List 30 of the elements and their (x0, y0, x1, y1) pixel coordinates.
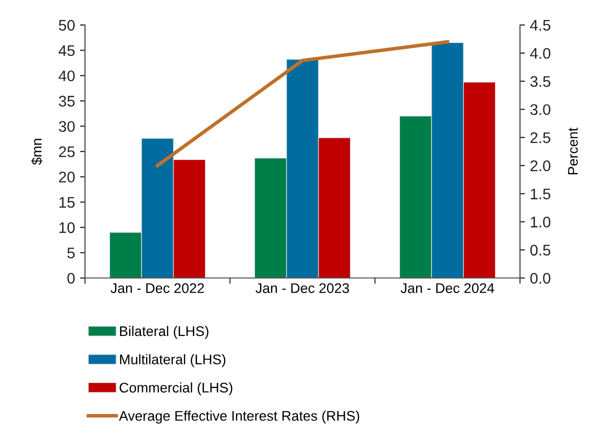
legend-label: Bilateral (LHS) (120, 326, 208, 339)
y-tick-label: 5 (67, 248, 75, 258)
y-tick-label: 40 (58, 70, 75, 82)
x-tick-label: Jan - Dec 2024 (400, 283, 494, 294)
y2-tick-label: 2.5 (530, 132, 550, 144)
y-tick-label: 10 (59, 222, 75, 234)
y-tick-label: 20 (59, 172, 75, 182)
y2-tick-label: 0.0 (530, 272, 550, 284)
y2-tick-label: 4.5 (530, 20, 550, 31)
y2-tick-label: 3.5 (530, 76, 550, 87)
y-tick-label: 15 (59, 197, 75, 208)
legend-label: Average Effective Interest Rates (RHS) (118, 410, 360, 424)
y-tick-label: 30 (58, 121, 75, 132)
y-tick-label: 45 (58, 45, 75, 56)
y2-axis-title: Percent (568, 128, 578, 174)
y2-tick-label: 3.0 (530, 104, 550, 116)
x-tick-label: Jan - Dec 2023 (256, 283, 349, 294)
y-tick-label: 50 (58, 20, 75, 31)
legend-label: Multilateral (LHS) (120, 354, 226, 368)
y2-tick-label: 1.0 (530, 216, 550, 228)
y-tick-label: 0 (67, 272, 75, 284)
y2-tick-label: 1.5 (530, 188, 550, 200)
x-tick-label: Jan - Dec 2022 (110, 283, 204, 294)
y-axis-title: $mn (31, 138, 42, 165)
y-tick-label: 35 (58, 96, 75, 107)
y2-tick-label: 2.0 (530, 160, 550, 172)
y2-tick-label: 0.5 (530, 244, 550, 256)
legend-label: Commercial (LHS) (120, 382, 232, 396)
y-tick-label: 25 (59, 146, 75, 158)
y2-tick-label: 4.0 (530, 48, 550, 59)
